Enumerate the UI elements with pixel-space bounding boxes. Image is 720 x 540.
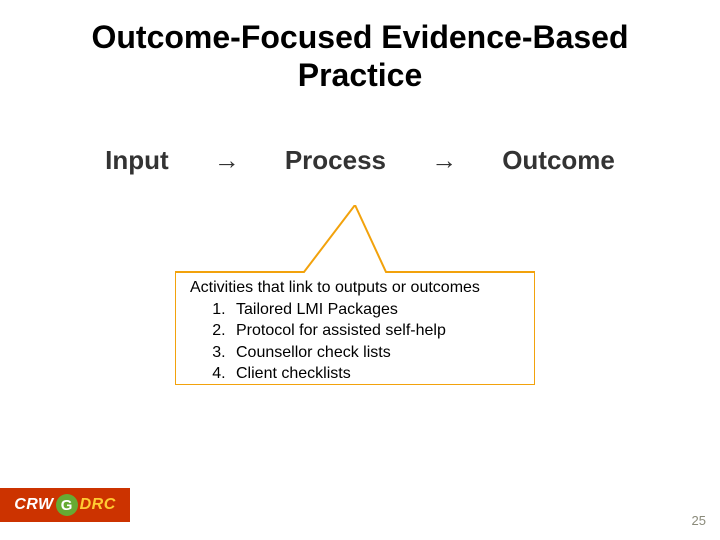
logo-crw-text: CRW — [14, 496, 53, 514]
logo-g-badge: G — [56, 494, 78, 516]
page-number: 25 — [692, 513, 706, 528]
logo: CRW G DRC — [0, 488, 130, 522]
flow-outcome: Outcome — [502, 145, 615, 176]
flow-row: Input → Process → Outcome — [0, 145, 720, 176]
list-item: Client checklists — [230, 363, 520, 385]
title-line-2: Practice — [298, 57, 423, 93]
flow-input: Input — [105, 145, 169, 176]
list-item: Counsellor check lists — [230, 342, 520, 364]
slide-title: Outcome-Focused Evidence-Based Practice — [0, 0, 720, 95]
logo-inner: CRW G DRC — [14, 494, 116, 516]
arrow-icon: → — [214, 145, 240, 176]
list-item: Tailored LMI Packages — [230, 299, 520, 321]
title-line-1: Outcome-Focused Evidence-Based — [91, 19, 628, 55]
flow-process: Process — [285, 145, 386, 176]
callout-box: Activities that link to outputs or outco… — [190, 277, 520, 385]
callout-heading: Activities that link to outputs or outco… — [190, 277, 520, 299]
list-item: Protocol for assisted self-help — [230, 320, 520, 342]
logo-drc-text: DRC — [80, 496, 116, 514]
arrow-icon: → — [431, 145, 457, 176]
callout-list: Tailored LMI Packages Protocol for assis… — [190, 299, 520, 385]
